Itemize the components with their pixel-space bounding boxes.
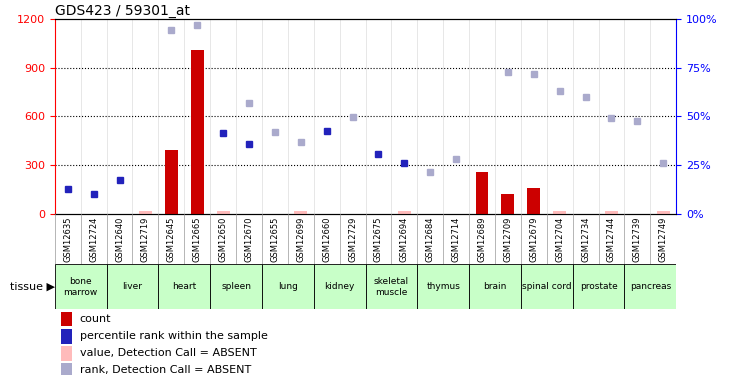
- Text: GSM12714: GSM12714: [452, 216, 461, 262]
- Bar: [295, 210, 307, 214]
- Text: spinal cord: spinal cord: [522, 282, 572, 291]
- Text: GSM12660: GSM12660: [322, 216, 331, 262]
- Text: GSM12679: GSM12679: [529, 216, 538, 262]
- Text: GSM12719: GSM12719: [141, 216, 150, 262]
- Text: GSM12744: GSM12744: [607, 216, 616, 262]
- Text: GDS423 / 59301_at: GDS423 / 59301_at: [55, 4, 190, 18]
- Text: GSM12749: GSM12749: [659, 216, 667, 262]
- Text: count: count: [80, 314, 111, 324]
- Bar: [139, 210, 152, 214]
- Bar: [55, 264, 107, 309]
- Text: GSM12645: GSM12645: [167, 216, 176, 262]
- Text: bone
marrow: bone marrow: [64, 277, 98, 297]
- Text: GSM12739: GSM12739: [633, 216, 642, 262]
- Bar: [605, 210, 618, 214]
- Text: GSM12650: GSM12650: [219, 216, 227, 262]
- Text: GSM12640: GSM12640: [115, 216, 124, 262]
- Text: spleen: spleen: [221, 282, 251, 291]
- Bar: [191, 50, 204, 214]
- Bar: [211, 264, 262, 309]
- Text: kidney: kidney: [325, 282, 355, 291]
- Bar: [165, 150, 178, 214]
- Bar: [469, 264, 520, 309]
- Bar: [314, 264, 366, 309]
- Bar: [417, 264, 469, 309]
- Text: tissue ▶: tissue ▶: [10, 282, 55, 292]
- Bar: [398, 210, 411, 214]
- Bar: [61, 346, 72, 361]
- Text: GSM12724: GSM12724: [89, 216, 98, 262]
- Text: GSM12635: GSM12635: [64, 216, 72, 262]
- Text: GSM12689: GSM12689: [477, 216, 487, 262]
- Bar: [216, 210, 230, 214]
- Bar: [366, 264, 417, 309]
- Bar: [61, 363, 72, 375]
- Text: skeletal
muscle: skeletal muscle: [374, 277, 409, 297]
- Text: heart: heart: [172, 282, 197, 291]
- Text: percentile rank within the sample: percentile rank within the sample: [80, 331, 268, 341]
- Text: GSM12729: GSM12729: [348, 216, 357, 262]
- Bar: [107, 264, 159, 309]
- Bar: [61, 312, 72, 326]
- Bar: [572, 264, 624, 309]
- Bar: [521, 264, 572, 309]
- Text: GSM12694: GSM12694: [400, 216, 409, 262]
- Bar: [61, 329, 72, 344]
- Bar: [159, 264, 211, 309]
- Text: GSM12699: GSM12699: [296, 216, 306, 262]
- Text: liver: liver: [123, 282, 143, 291]
- Bar: [624, 264, 676, 309]
- Bar: [476, 172, 488, 214]
- Text: rank, Detection Call = ABSENT: rank, Detection Call = ABSENT: [80, 365, 251, 375]
- Text: brain: brain: [483, 282, 507, 291]
- Text: prostate: prostate: [580, 282, 618, 291]
- Bar: [656, 210, 670, 214]
- Text: value, Detection Call = ABSENT: value, Detection Call = ABSENT: [80, 348, 257, 358]
- Text: GSM12670: GSM12670: [244, 216, 254, 262]
- Text: GSM12665: GSM12665: [193, 216, 202, 262]
- Text: pancreas: pancreas: [629, 282, 671, 291]
- Bar: [501, 194, 515, 214]
- Text: lung: lung: [278, 282, 298, 291]
- Bar: [262, 264, 314, 309]
- Text: thymus: thymus: [426, 282, 460, 291]
- Bar: [527, 188, 540, 214]
- Text: GSM12734: GSM12734: [581, 216, 590, 262]
- Text: GSM12684: GSM12684: [425, 216, 435, 262]
- Text: GSM12709: GSM12709: [504, 216, 512, 262]
- Text: GSM12675: GSM12675: [374, 216, 383, 262]
- Bar: [553, 210, 566, 214]
- Text: GSM12704: GSM12704: [555, 216, 564, 262]
- Text: GSM12655: GSM12655: [270, 216, 279, 262]
